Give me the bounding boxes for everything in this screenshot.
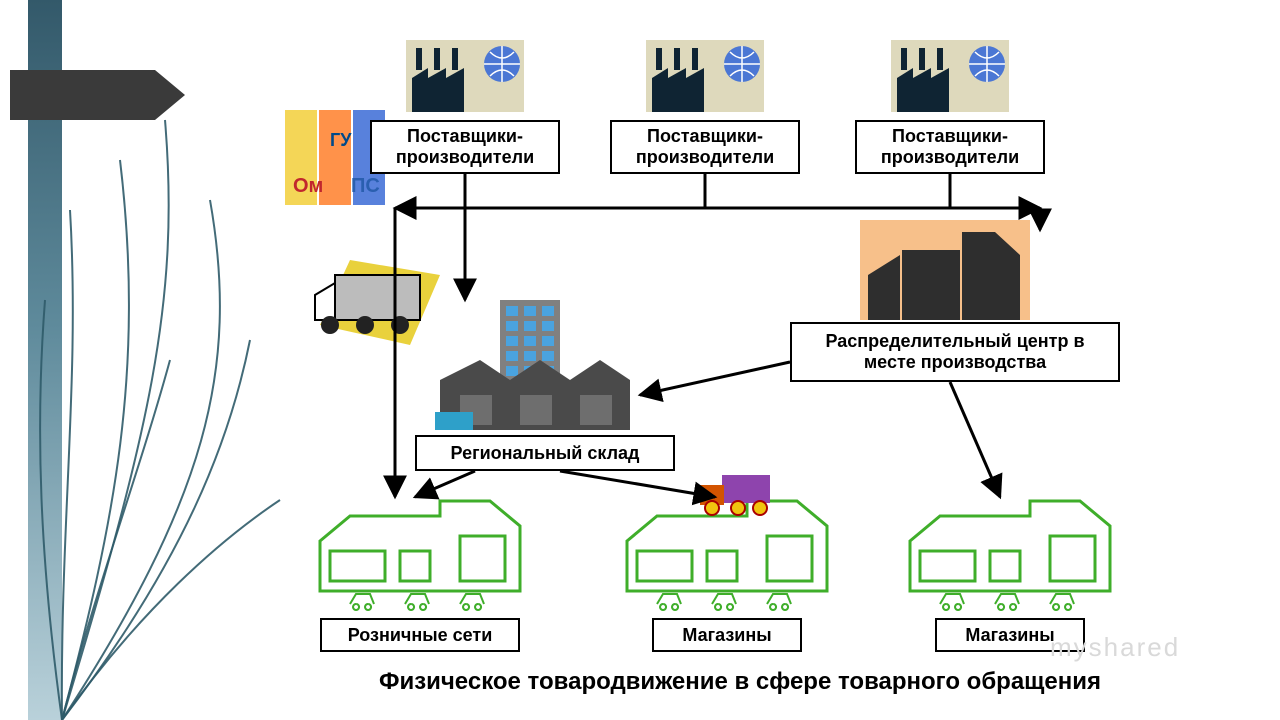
node-sup1: Поставщики-производители [370, 120, 560, 174]
logo-text: ПС [351, 175, 380, 198]
regional-warehouse-icon [435, 300, 630, 430]
store-icon [627, 501, 827, 610]
warehouse-icon [860, 220, 1030, 320]
diagram-stage: ГУОмПСПоставщики-производителиПоставщики… [0, 0, 1280, 720]
factory-icon [891, 40, 1009, 112]
small-truck-icon [700, 475, 770, 515]
truck-icon [315, 260, 440, 345]
node-dist: Распределительный центр вместе производс… [790, 322, 1120, 382]
store-icon [910, 501, 1110, 610]
factory-icon [646, 40, 764, 112]
grass-decor [40, 120, 280, 720]
node-sup3: Поставщики-производители [855, 120, 1045, 174]
factory-icon [406, 40, 524, 112]
logo-text: Ом [293, 175, 323, 198]
node-retail: Розничные сети [320, 618, 520, 652]
node-sup2: Поставщики-производители [610, 120, 800, 174]
logo-text: ГУ [330, 130, 351, 151]
diagram-title: Физическое товародвижение в сфере товарн… [300, 668, 1180, 696]
side-stripe [28, 0, 62, 720]
watermark: myshared [1050, 632, 1180, 663]
store-icon [320, 501, 520, 610]
node-shop1: Магазины [652, 618, 802, 652]
node-reg: Региональный склад [415, 435, 675, 471]
